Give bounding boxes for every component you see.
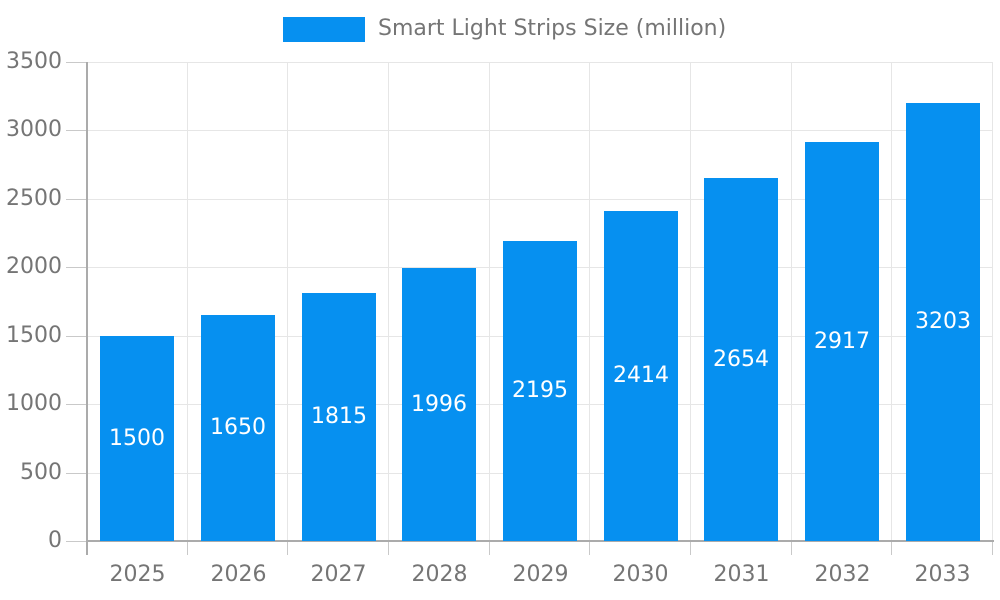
y-tick-0 (66, 541, 86, 542)
bar-value-label: 2414 (613, 363, 669, 388)
y-gridline-2500 (87, 199, 993, 200)
chart-legend[interactable]: Smart Light Strips Size (million) (283, 16, 726, 42)
x-axis-label-2029: 2029 (512, 562, 569, 587)
x-tick-2 (287, 541, 288, 555)
y-tick-2000 (66, 267, 86, 268)
bar-value-label: 2654 (713, 346, 769, 372)
x-tick-3 (388, 541, 389, 555)
x-gridline-5 (589, 62, 590, 541)
legend-label: Smart Light Strips Size (million) (378, 16, 727, 41)
bar-2033[interactable]: 3203 (906, 103, 980, 541)
bar-2031[interactable]: 2654 (704, 178, 778, 541)
bar-2027[interactable]: 1815 (302, 293, 376, 541)
y-tick-500 (66, 473, 86, 474)
x-axis-label-2033: 2033 (914, 562, 971, 587)
bar-value-label: 1996 (411, 391, 467, 417)
x-axis-label-2028: 2028 (411, 562, 468, 587)
x-axis-label-2032: 2032 (814, 562, 871, 587)
x-gridline-8 (891, 62, 892, 541)
x-gridline-1 (187, 62, 188, 541)
y-gridline-3500 (87, 62, 993, 63)
x-tick-7 (791, 541, 792, 555)
x-axis-label-2027: 2027 (310, 562, 367, 587)
x-axis-label-2026: 2026 (210, 562, 267, 587)
bar-value-label: 3203 (915, 309, 971, 334)
y-axis-line (86, 62, 88, 555)
x-axis-label-2030: 2030 (612, 562, 669, 587)
bar-2028[interactable]: 1996 (402, 268, 476, 541)
bar-2025[interactable]: 1500 (100, 336, 174, 541)
x-axis-label-2031: 2031 (713, 562, 770, 587)
y-axis-label-2500: 2500 (6, 186, 62, 211)
bar-value-label: 1650 (210, 415, 266, 440)
x-gridline-6 (690, 62, 691, 541)
y-tick-1000 (66, 404, 86, 405)
x-tick-1 (187, 541, 188, 555)
y-axis-label-0: 0 (48, 528, 62, 553)
bar-value-label: 2917 (814, 328, 870, 354)
bar-2026[interactable]: 1650 (201, 315, 275, 541)
x-tick-9 (992, 541, 993, 555)
x-tick-6 (690, 541, 691, 555)
y-axis-label-3500: 3500 (6, 49, 62, 74)
bar-value-label: 1815 (311, 404, 367, 429)
plot-area: 0 500 1000 1500 2000 2500 3000 3500 2025 2026 2027… (6, 49, 994, 587)
x-axis-line (86, 540, 994, 542)
y-axis-label-500: 500 (20, 460, 62, 485)
legend-swatch-icon (283, 16, 365, 42)
bar-value-label: 2195 (512, 378, 568, 403)
bar-2030[interactable]: 2414 (604, 211, 678, 541)
y-axis-label-3000: 3000 (6, 117, 62, 142)
x-gridline-3 (388, 62, 389, 541)
x-gridline-2 (287, 62, 288, 541)
x-gridline-4 (489, 62, 490, 541)
y-gridline-3000 (87, 130, 993, 131)
y-tick-2500 (66, 199, 86, 200)
y-tick-1500 (66, 336, 86, 337)
bar-value-label: 1500 (109, 425, 165, 451)
y-tick-3500 (66, 62, 86, 63)
x-axis-label-2025: 2025 (109, 562, 166, 587)
x-tick-4 (489, 541, 490, 555)
y-axis-label-2000: 2000 (6, 254, 62, 279)
y-axis-label-1500: 1500 (6, 323, 62, 348)
y-tick-3000 (66, 130, 86, 131)
y-axis-label-1000: 1000 (6, 391, 62, 416)
x-gridline-9 (992, 62, 993, 541)
x-gridline-7 (791, 62, 792, 541)
x-tick-8 (891, 541, 892, 555)
bar-2029[interactable]: 2195 (503, 241, 577, 541)
x-tick-5 (589, 541, 590, 555)
bar-2032[interactable]: 2917 (805, 142, 879, 541)
